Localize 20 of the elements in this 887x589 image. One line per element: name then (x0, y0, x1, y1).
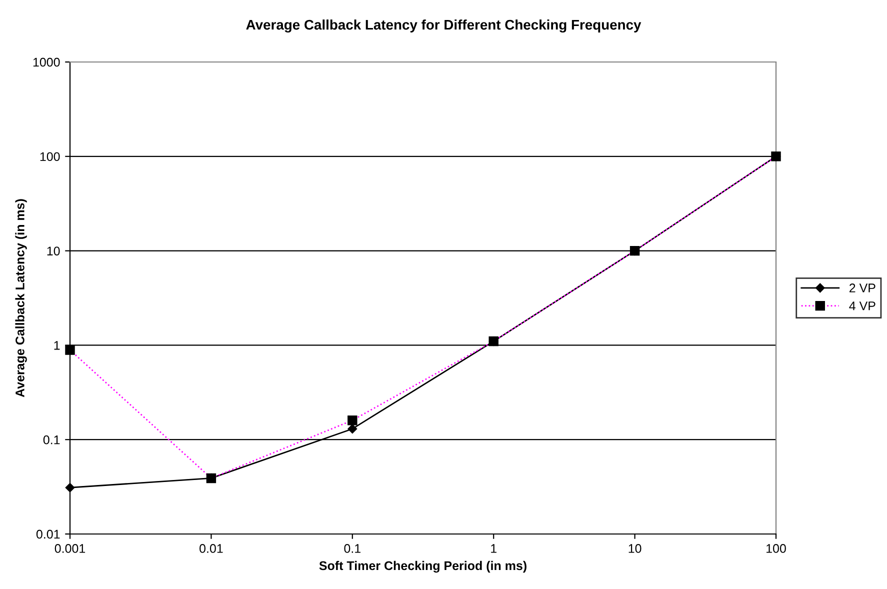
y-tick-label: 1000 (33, 58, 60, 67)
legend-label: 4 VP (849, 302, 876, 310)
x-tick-label: 0.001 (54, 544, 86, 553)
x-axis-title: Soft Timer Checking Period (in ms) (319, 560, 526, 573)
y-axis-title: Average Callback Latency (in ms) (15, 199, 27, 398)
legend-label: 2 VP (850, 284, 876, 292)
y-tick-label: 10 (47, 246, 60, 256)
x-tick-label: 1 (491, 544, 496, 553)
x-tick-label: 100 (766, 544, 786, 553)
point (488, 336, 498, 346)
point (65, 482, 75, 492)
x-tick-label: 10 (628, 544, 642, 553)
chart-title: Average Callback Latency for Different Checking Frequency (246, 19, 642, 33)
x-tick-label: 0.01 (200, 544, 223, 553)
point (348, 424, 358, 434)
y-tick-label: 1 (54, 341, 60, 350)
x-tick-label: 0.1 (344, 544, 360, 553)
y-tick-label: 100 (40, 152, 60, 162)
y-tick-label: 0.1 (43, 435, 60, 444)
y-tick-label: 0.01 (36, 530, 60, 539)
